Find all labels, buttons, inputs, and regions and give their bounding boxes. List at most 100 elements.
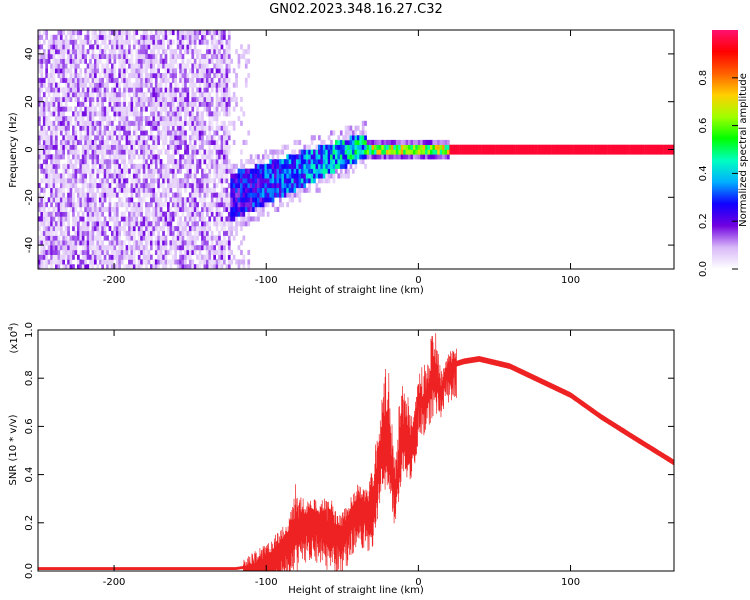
- spectrogram-cell: [74, 130, 78, 136]
- spectrogram-cell: [262, 163, 265, 169]
- spectrogram-cell: [666, 144, 669, 150]
- spectrogram-cell: [67, 139, 70, 145]
- spectrogram-cell: [257, 216, 260, 222]
- spectrogram-cell: [225, 130, 229, 136]
- spectrogram-cell: [181, 73, 185, 79]
- spectrogram-cell: [118, 111, 121, 117]
- spectrogram-cell: [203, 178, 207, 184]
- spectrogram-cell: [142, 168, 146, 174]
- spectrogram-cell: [240, 168, 243, 174]
- spectrogram-cell: [437, 139, 440, 145]
- spectrogram-cell: [113, 192, 117, 198]
- spectrogram-cell: [230, 163, 233, 169]
- spectrogram-cell: [111, 125, 114, 131]
- spectrogram-cell: [266, 178, 270, 184]
- spectrogram-cell: [220, 178, 224, 184]
- spectrogram-cell: [91, 192, 95, 198]
- spectrogram-cell: [74, 159, 78, 165]
- spectrogram-cell: [157, 139, 160, 145]
- spectrogram-cell: [50, 120, 53, 126]
- spectrogram-cell: [55, 206, 58, 212]
- spectrogram-cell: [176, 211, 180, 217]
- spectrogram-cell: [157, 206, 160, 212]
- spectrogram-cell: [220, 154, 224, 160]
- spectrogram-cell: [249, 159, 253, 165]
- spectrogram-cell: [74, 58, 78, 64]
- spectrogram-cell: [191, 235, 195, 241]
- spectrogram-cell: [98, 53, 102, 59]
- spectrogram-cell: [167, 226, 170, 232]
- spectrogram-cell: [347, 139, 350, 145]
- spectrogram-cell: [45, 254, 48, 260]
- spectrogram-cell: [327, 168, 331, 174]
- spectrogram-cell: [152, 197, 156, 203]
- spectrogram-cell: [79, 202, 83, 208]
- spectrogram-cell: [293, 178, 297, 184]
- spectrogram-cell: [186, 101, 190, 107]
- spectrogram-cell: [203, 264, 207, 269]
- spectrogram-cell: [210, 101, 214, 107]
- spectrogram-cell: [106, 68, 109, 74]
- spectrogram-cell: [147, 116, 151, 122]
- spectrogram-cell: [215, 168, 219, 174]
- spectrogram-cell: [113, 173, 117, 179]
- spectrogram-cell: [220, 34, 224, 40]
- spectrogram-cell: [184, 206, 187, 212]
- spectrogram-cell: [118, 249, 121, 255]
- spectrogram-cell: [38, 101, 41, 107]
- spectrogram-cell: [310, 178, 314, 184]
- spectrogram-cell: [539, 144, 543, 150]
- spectrogram-cell: [52, 249, 56, 255]
- spectrogram-cell: [135, 68, 139, 74]
- spectrogram-cell: [257, 154, 260, 160]
- spectrogram-cell: [52, 211, 56, 217]
- spectrogram-cell: [201, 173, 204, 179]
- spectrogram-cell: [108, 58, 112, 64]
- spectrogram-cell: [81, 149, 85, 155]
- spectrogram-cell: [62, 63, 65, 69]
- spectrogram-cell: [101, 226, 104, 232]
- spectrogram-cell: [349, 163, 353, 169]
- spectrogram-cell: [269, 159, 272, 165]
- spectrogram-cell: [38, 197, 41, 203]
- spectrogram-cell: [91, 264, 95, 269]
- spectrogram-cell: [524, 144, 528, 150]
- spectrogram-cell: [67, 202, 70, 208]
- spectrogram-cell: [91, 254, 95, 260]
- spectrogram-cell: [106, 135, 109, 141]
- spectrogram-cell: [193, 144, 197, 150]
- spectrogram-cell: [150, 34, 153, 40]
- spectrogram-cell: [322, 178, 326, 184]
- spectrogram-cell: [215, 73, 219, 79]
- spectrogram-cell: [174, 73, 177, 79]
- spectrogram-cell: [206, 154, 209, 160]
- spectrogram-cell: [193, 116, 197, 122]
- spectrogram-cell: [507, 144, 511, 150]
- spectrogram-cell: [276, 163, 280, 169]
- spectrogram-cell: [115, 216, 119, 222]
- spectrogram-cell: [339, 173, 343, 179]
- spectrogram-cell: [342, 173, 345, 179]
- spectrogram-cell: [615, 144, 618, 150]
- spectrogram-cell: [96, 34, 100, 40]
- spectrogram-cell: [254, 173, 258, 179]
- spectrogram-cell: [169, 168, 173, 174]
- spectrogram-cell: [286, 192, 289, 198]
- spectrogram-cell: [142, 144, 146, 150]
- spectrogram-cell: [103, 192, 107, 198]
- spectrogram-cell: [210, 53, 214, 59]
- spectrogram-cell: [106, 159, 109, 165]
- spectrogram-cell: [74, 216, 78, 222]
- spectrogram-cell: [167, 163, 170, 169]
- spectrogram-cell: [349, 154, 353, 160]
- spectrogram-cell: [162, 221, 165, 227]
- spectrogram-cell: [47, 39, 51, 45]
- spectrogram-cell: [220, 77, 224, 83]
- spectrogram-cell: [527, 149, 530, 155]
- spectrogram-cell: [67, 116, 70, 122]
- spectrogram-cell: [52, 254, 56, 260]
- spectrogram-cell: [381, 139, 384, 145]
- spectrogram-cell: [142, 216, 146, 222]
- spectrogram-cell: [247, 192, 251, 198]
- spectrogram-cell: [300, 149, 304, 155]
